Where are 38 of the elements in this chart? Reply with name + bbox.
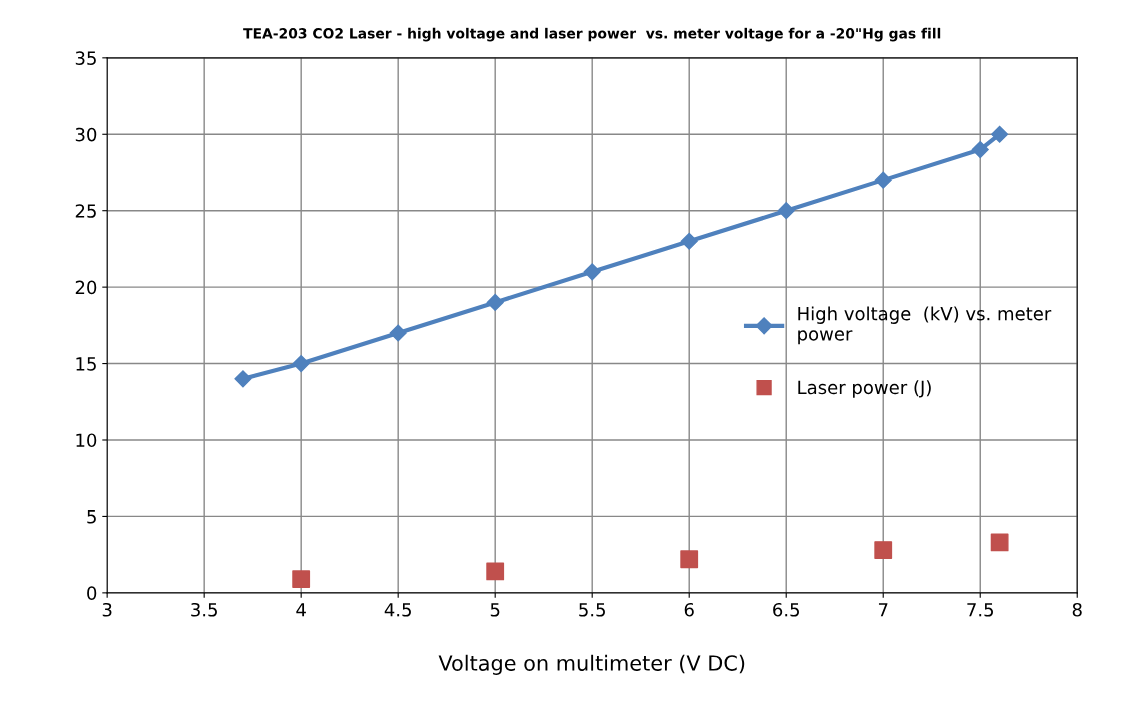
x-tick-label: 5.5 [579,603,605,617]
point [874,171,892,189]
x-tick-label: 3 [102,602,112,617]
point [389,324,407,342]
legend-label: Laser power (J) [798,380,931,398]
point [971,141,989,159]
point [680,550,699,569]
x-tick-label: 7.5 [967,603,994,617]
point [292,570,311,589]
point [991,125,1009,143]
x-tick-label: 6 [684,602,694,617]
x-tick-label: 6.5 [773,602,799,617]
y-tick-label: 10 [76,433,97,448]
y-tick-label: 20 [75,280,97,295]
point [874,541,893,559]
y-tick-label: 35 [75,51,96,65]
point [680,232,698,250]
point [777,202,795,220]
point [583,263,601,281]
point [486,293,504,311]
chart-title: TEA-203 CO2 Laser - high voltage and laser power vs. meter voltage for a -20"Hg gas fill [243,27,941,42]
legend-label: High voltage (kV) vs. meter power [798,306,1052,345]
y-tick-label: 0 [87,586,97,600]
x-tick-label: 3.5 [191,602,217,617]
y-tick-label: 25 [75,204,96,218]
y-tick-label: 15 [76,357,96,371]
y-tick-label: 5 [87,510,96,524]
x-tick-label: 7 [878,603,888,617]
x-axis-title: Voltage on multimeter (V DC) [438,654,745,675]
y-tick-label: 30 [75,127,97,142]
point [486,562,505,581]
point [234,370,252,388]
point [292,355,310,373]
point [990,533,1009,552]
x-tick-label: 4 [296,603,306,617]
x-tick-label: 4.5 [384,603,411,617]
x-tick-label: 5 [490,603,500,617]
x-tick-label: 8 [1072,602,1082,617]
